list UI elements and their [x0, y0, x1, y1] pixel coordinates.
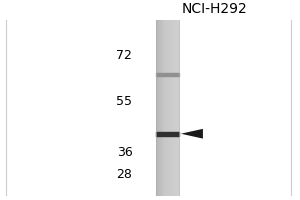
Bar — [157, 20, 158, 196]
Bar — [164, 20, 165, 196]
Text: NCI-H292: NCI-H292 — [182, 2, 247, 16]
Bar — [174, 20, 175, 196]
Bar — [171, 20, 172, 196]
Bar — [175, 20, 176, 196]
Polygon shape — [181, 129, 203, 139]
Bar — [165, 20, 166, 196]
Bar — [156, 20, 157, 196]
Bar — [162, 20, 163, 196]
Bar — [166, 20, 167, 196]
Bar — [173, 20, 174, 196]
Bar — [170, 20, 171, 196]
Text: 72: 72 — [116, 49, 132, 62]
Bar — [167, 20, 168, 196]
Bar — [160, 20, 161, 196]
Bar — [168, 20, 169, 196]
Bar — [177, 20, 178, 196]
Bar — [172, 20, 173, 196]
Text: 55: 55 — [116, 95, 132, 108]
Bar — [178, 20, 179, 196]
Text: 36: 36 — [117, 146, 132, 159]
Bar — [161, 20, 162, 196]
Bar — [159, 20, 160, 196]
Text: 28: 28 — [116, 168, 132, 181]
Bar — [163, 20, 164, 196]
Bar — [158, 20, 159, 196]
Bar — [169, 20, 170, 196]
Bar — [176, 20, 177, 196]
